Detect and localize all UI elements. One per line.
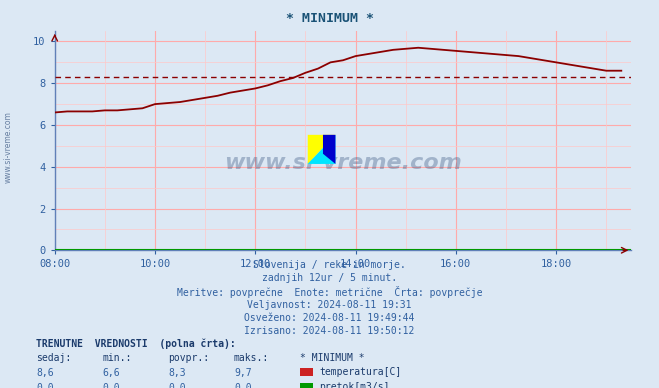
Text: sedaj:: sedaj: (36, 353, 71, 363)
Text: 0,0: 0,0 (36, 383, 54, 388)
Text: Veljavnost: 2024-08-11 19:31: Veljavnost: 2024-08-11 19:31 (247, 300, 412, 310)
Text: 6,6: 6,6 (102, 368, 120, 378)
Text: TRENUTNE  VREDNOSTI  (polna črta):: TRENUTNE VREDNOSTI (polna črta): (36, 338, 236, 349)
Text: * MINIMUM *: * MINIMUM * (300, 353, 364, 363)
Text: Izrisano: 2024-08-11 19:50:12: Izrisano: 2024-08-11 19:50:12 (244, 326, 415, 336)
Text: 8,3: 8,3 (168, 368, 186, 378)
Text: www.si-vreme.com: www.si-vreme.com (4, 111, 13, 184)
Text: min.:: min.: (102, 353, 132, 363)
Text: 8,6: 8,6 (36, 368, 54, 378)
Text: 0,0: 0,0 (102, 383, 120, 388)
Text: * MINIMUM *: * MINIMUM * (285, 12, 374, 26)
Text: pretok[m3/s]: pretok[m3/s] (320, 382, 390, 388)
Text: 0,0: 0,0 (234, 383, 252, 388)
Text: Meritve: povprečne  Enote: metrične  Črta: povprečje: Meritve: povprečne Enote: metrične Črta:… (177, 286, 482, 298)
Text: temperatura[C]: temperatura[C] (320, 367, 402, 377)
Text: Osveženo: 2024-08-11 19:49:44: Osveženo: 2024-08-11 19:49:44 (244, 313, 415, 323)
Text: zadnjih 12ur / 5 minut.: zadnjih 12ur / 5 minut. (262, 273, 397, 283)
Text: 0,0: 0,0 (168, 383, 186, 388)
Text: 9,7: 9,7 (234, 368, 252, 378)
Text: Slovenija / reke in morje.: Slovenija / reke in morje. (253, 260, 406, 270)
Text: povpr.:: povpr.: (168, 353, 209, 363)
Text: maks.:: maks.: (234, 353, 269, 363)
Text: www.si-vreme.com: www.si-vreme.com (224, 152, 462, 173)
